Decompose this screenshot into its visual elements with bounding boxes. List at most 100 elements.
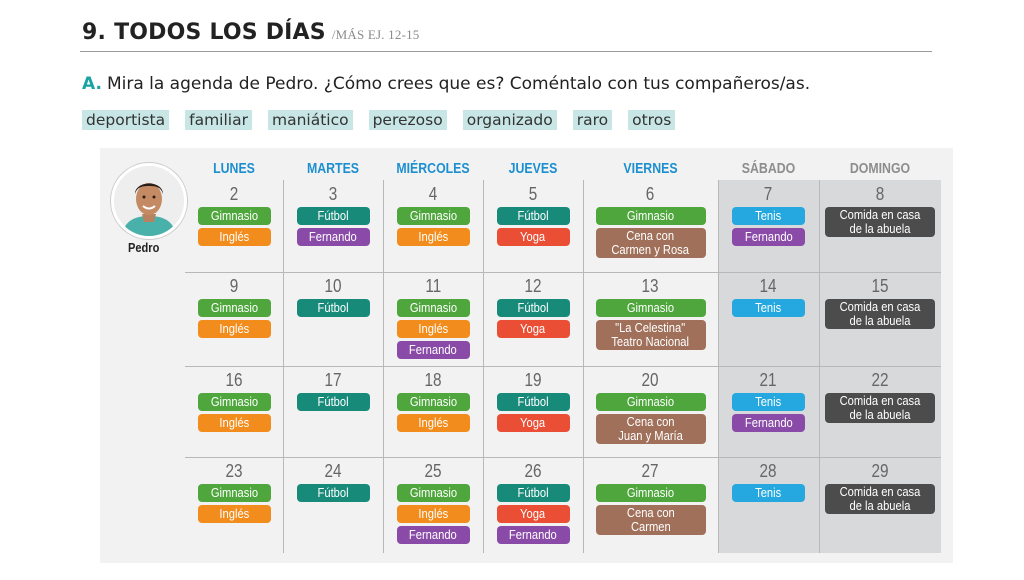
event-abuela: Comida en casa de la abuela: [825, 299, 935, 329]
event-label: Gimnasio: [626, 208, 675, 223]
event-abuela: Comida en casa de la abuela: [825, 207, 935, 237]
event-gimnasio: Gimnasio: [197, 207, 271, 225]
event-label: Comida en casa de la abuela: [839, 393, 921, 422]
event-label: Fútbol: [317, 394, 349, 409]
day-number: 22: [871, 370, 889, 390]
event-ingles: Inglés: [197, 414, 271, 432]
word-option: maniático: [267, 110, 353, 130]
event-yoga: Yoga: [496, 228, 570, 246]
day-cell-monday: 16 Gimnasio Inglés: [185, 370, 283, 432]
adjective-word-bank: deportista familiar maniático perezoso o…: [82, 110, 676, 130]
day-number: 4: [428, 184, 438, 204]
event-cena: "La Celestina" Teatro Nacional: [595, 320, 706, 350]
day-cell-saturday: 28 Tenis: [718, 461, 819, 502]
day-cell-saturday: 21 Tenis Fernando: [718, 370, 819, 432]
avatar: [111, 163, 187, 239]
day-cell-thursday: 26 Fútbol Yoga Fernando: [483, 461, 583, 544]
event-ingles: Inglés: [396, 505, 470, 523]
day-cell-saturday: 14 Tenis: [718, 276, 819, 317]
event-gimnasio: Gimnasio: [595, 299, 706, 317]
day-number: 17: [324, 370, 342, 390]
title-divider: [80, 51, 932, 52]
event-label: Yoga: [520, 229, 546, 244]
event-label: Gimnasio: [626, 300, 675, 315]
day-number: 12: [524, 276, 542, 296]
grid-row-divider: [185, 457, 941, 458]
day-cell-friday: 6 Gimnasio Cena con Carmen y Rosa: [583, 184, 718, 258]
event-fernando: Fernando: [732, 414, 805, 432]
event-fernando: Fernando: [496, 526, 570, 544]
event-label: Gimnasio: [210, 208, 258, 223]
event-label: Gimnasio: [626, 394, 675, 409]
event-fernando: Fernando: [396, 526, 470, 544]
event-futbol: Fútbol: [296, 393, 370, 411]
event-cena: Cena con Carmen: [595, 505, 706, 535]
event-label: Gimnasio: [409, 208, 457, 223]
event-abuela: Comida en casa de la abuela: [825, 484, 935, 514]
event-label: Fernando: [309, 229, 357, 244]
day-cell-wednesday: 4 Gimnasio Inglés: [383, 184, 483, 246]
event-label: Fútbol: [517, 394, 549, 409]
day-number: 29: [871, 461, 889, 481]
event-label: Inglés: [219, 229, 249, 244]
event-label: Inglés: [219, 321, 249, 336]
instruction: A. Mira la agenda de Pedro. ¿Cómo crees q…: [82, 74, 810, 94]
day-number: 25: [424, 461, 442, 481]
word-option: familiar: [185, 110, 252, 130]
day-number: 21: [759, 370, 778, 390]
day-header-thursday: JUEVES: [508, 161, 558, 177]
event-label: Inglés: [418, 229, 448, 244]
day-number: 16: [225, 370, 243, 390]
day-cell-sunday: 22 Comida en casa de la abuela: [819, 370, 941, 423]
event-label: Fernando: [509, 527, 557, 542]
section-title-text: TODOS LOS DÍAS: [114, 20, 326, 45]
event-label: Tenis: [755, 394, 782, 409]
instruction-letter: A.: [82, 74, 102, 94]
event-abuela: Comida en casa de la abuela: [825, 393, 935, 423]
event-label: Yoga: [520, 415, 546, 430]
word-option: perezoso: [368, 110, 447, 130]
day-header-tuesday: MARTES: [306, 161, 360, 177]
event-gimnasio: Gimnasio: [396, 207, 470, 225]
day-cell-sunday: 29 Comida en casa de la abuela: [819, 461, 941, 514]
event-tenis: Tenis: [732, 393, 805, 411]
event-gimnasio: Gimnasio: [396, 393, 470, 411]
event-gimnasio: Gimnasio: [197, 393, 271, 411]
day-number: 8: [875, 184, 885, 204]
event-label: Gimnasio: [409, 300, 457, 315]
event-futbol: Fútbol: [296, 207, 370, 225]
event-label: Fútbol: [317, 300, 349, 315]
event-futbol: Fútbol: [496, 484, 570, 502]
day-number: 20: [641, 370, 660, 390]
day-number: 3: [328, 184, 338, 204]
day-cell-sunday: 8 Comida en casa de la abuela: [819, 184, 941, 237]
event-label: Fernando: [409, 342, 457, 357]
day-number: 18: [424, 370, 442, 390]
event-label: Fernando: [744, 229, 793, 244]
instruction-text: Mira la agenda de Pedro. ¿Cómo crees que…: [106, 74, 811, 94]
event-label: Inglés: [219, 506, 249, 521]
event-cena: Cena con Carmen y Rosa: [595, 228, 706, 258]
event-tenis: Tenis: [732, 207, 805, 225]
grid-row-divider: [185, 272, 941, 273]
day-number: 10: [324, 276, 342, 296]
event-gimnasio: Gimnasio: [396, 299, 470, 317]
day-cell-monday: 9 Gimnasio Inglés: [185, 276, 283, 338]
person-portrait-icon: [114, 166, 184, 236]
event-label: Fernando: [409, 527, 457, 542]
event-ingles: Inglés: [197, 228, 271, 246]
event-label: Fútbol: [317, 208, 349, 223]
event-yoga: Yoga: [496, 505, 570, 523]
event-label: Cena con Juan y María: [618, 414, 683, 443]
day-number: 26: [524, 461, 542, 481]
day-header-friday: VIERNES: [623, 161, 678, 177]
section-number: 9.: [82, 20, 107, 45]
event-label: Inglés: [418, 321, 448, 336]
event-cena: Cena con Juan y María: [595, 414, 706, 444]
day-number: 28: [759, 461, 778, 481]
event-ingles: Inglés: [396, 320, 470, 338]
day-number: 11: [425, 276, 441, 296]
event-label: Tenis: [755, 485, 782, 500]
day-number: 5: [528, 184, 538, 204]
day-number: 13: [641, 276, 660, 296]
